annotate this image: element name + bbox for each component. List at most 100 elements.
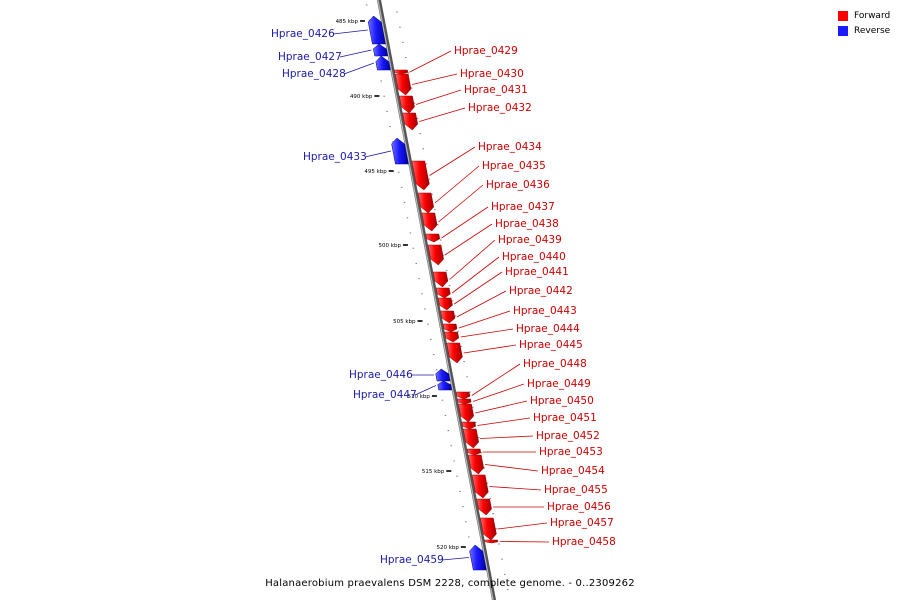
gene-label[interactable]: Hprae_0428 bbox=[282, 68, 346, 80]
leader-line bbox=[444, 223, 493, 256]
gene-label[interactable]: Hprae_0435 bbox=[482, 160, 546, 172]
leader-line bbox=[475, 400, 528, 414]
gene-label[interactable]: Hprae_0442 bbox=[509, 285, 573, 297]
leader-line bbox=[414, 385, 437, 396]
gene-label[interactable]: Hprae_0453 bbox=[539, 446, 603, 458]
gene-hprae-0455[interactable] bbox=[471, 474, 489, 499]
gene-label[interactable]: Hprae_0447 bbox=[353, 389, 417, 401]
gene-label[interactable]: Hprae_0454 bbox=[541, 465, 605, 477]
gene-hprae-0446[interactable] bbox=[435, 368, 451, 382]
gene-hprae-0456[interactable] bbox=[476, 498, 492, 516]
gene-hprae-0454[interactable] bbox=[467, 454, 484, 475]
gene-label[interactable]: Hprae_0452 bbox=[536, 430, 600, 442]
gene-hprae-0448[interactable] bbox=[455, 391, 471, 400]
gene-label[interactable]: Hprae_0457 bbox=[550, 517, 614, 529]
gene-hprae-0437[interactable] bbox=[425, 233, 441, 243]
axis-line bbox=[376, 0, 497, 600]
leader-line bbox=[489, 486, 542, 491]
gene-hprae-0453[interactable] bbox=[466, 448, 482, 456]
gene-hprae-0447[interactable] bbox=[437, 380, 453, 391]
gene-hprae-0429[interactable] bbox=[394, 69, 409, 75]
leader-line bbox=[456, 290, 507, 318]
gene-label[interactable]: Hprae_0451 bbox=[533, 412, 597, 424]
leader-line bbox=[332, 29, 368, 35]
leader-line bbox=[415, 89, 462, 105]
gene-label[interactable]: Hprae_0459 bbox=[380, 554, 444, 566]
gene-label[interactable]: Hprae_0431 bbox=[464, 84, 528, 96]
tick-label: 520 kbp bbox=[436, 545, 459, 551]
gene-hprae-0442[interactable] bbox=[440, 310, 456, 324]
gene-label[interactable]: Hprae_0436 bbox=[486, 179, 550, 191]
gene-hprae-0433[interactable] bbox=[391, 137, 409, 165]
leader-line bbox=[343, 62, 375, 75]
legend-reverse-label: Reverse bbox=[854, 25, 891, 36]
gene-hprae-0432[interactable] bbox=[402, 112, 418, 131]
gene-hprae-0451[interactable] bbox=[461, 421, 476, 430]
leader-line bbox=[472, 383, 525, 402]
legend-reverse: Reverse bbox=[838, 23, 890, 38]
gene-hprae-0450[interactable] bbox=[458, 403, 474, 423]
gene-label[interactable]: Hprae_0426 bbox=[271, 28, 335, 40]
gene-label[interactable]: Hprae_0429 bbox=[454, 45, 518, 57]
tick-label: 505 kbp bbox=[393, 319, 416, 325]
gene-label[interactable]: Hprae_0444 bbox=[516, 323, 580, 335]
legend-forward-label: Forward bbox=[854, 10, 891, 21]
gene-label[interactable]: Hprae_0448 bbox=[523, 358, 587, 370]
gene-hprae-0428[interactable] bbox=[375, 55, 391, 71]
gene-hprae-0457[interactable] bbox=[479, 517, 497, 541]
gene-label[interactable]: Hprae_0432 bbox=[468, 102, 532, 114]
leader-line bbox=[339, 49, 372, 58]
gene-hprae-0435[interactable] bbox=[417, 192, 434, 214]
gene-hprae-0439[interactable] bbox=[432, 271, 449, 288]
tick-label: 490 kbp bbox=[350, 94, 373, 100]
tick-label: 510 kbp bbox=[407, 394, 430, 400]
gene-hprae-0445[interactable] bbox=[446, 342, 463, 364]
leader-line bbox=[480, 435, 534, 439]
gene-label[interactable]: Hprae_0450 bbox=[530, 395, 594, 407]
leader-line bbox=[441, 206, 489, 239]
gene-hprae-0444[interactable] bbox=[444, 331, 460, 343]
gene-label[interactable]: Hprae_0445 bbox=[519, 339, 583, 351]
gene-features bbox=[367, 15, 499, 571]
gene-label[interactable]: Hprae_0430 bbox=[460, 68, 524, 80]
leader-line bbox=[434, 165, 480, 204]
gene-hprae-0452[interactable] bbox=[462, 428, 479, 449]
gene-label[interactable]: Hprae_0434 bbox=[478, 141, 542, 153]
gene-label[interactable]: Hprae_0456 bbox=[547, 501, 611, 513]
gene-hprae-0431[interactable] bbox=[399, 95, 415, 114]
gene-label[interactable]: Hprae_0440 bbox=[502, 251, 566, 263]
gene-hprae-0430[interactable] bbox=[394, 73, 412, 96]
gene-label[interactable]: Hprae_0441 bbox=[505, 266, 569, 278]
gene-labels: Hprae_0426 Hprae_0427 Hprae_0428 Hprae_0429… bbox=[271, 28, 616, 566]
leader-line bbox=[419, 107, 466, 122]
leader-line bbox=[485, 464, 539, 472]
gene-label[interactable]: Hprae_0438 bbox=[495, 218, 559, 230]
gene-hprae-0427[interactable] bbox=[373, 43, 389, 57]
axis-highlight bbox=[377, 0, 494, 600]
gene-hprae-0459[interactable] bbox=[469, 544, 487, 571]
gene-label[interactable]: Hprae_0437 bbox=[491, 201, 555, 213]
gene-label[interactable]: Hprae_0449 bbox=[527, 378, 591, 390]
forward-swatch bbox=[838, 10, 848, 21]
gene-hprae-0458[interactable] bbox=[484, 539, 499, 544]
gene-label[interactable]: Hprae_0427 bbox=[278, 51, 342, 63]
gene-label[interactable]: Hprae_0446 bbox=[349, 369, 413, 381]
gene-hprae-0441[interactable] bbox=[437, 297, 453, 311]
gene-hprae-0434[interactable] bbox=[411, 160, 430, 191]
gene-hprae-0438[interactable] bbox=[427, 244, 444, 266]
gene-label[interactable]: Hprae_0443 bbox=[513, 305, 577, 317]
gene-label[interactable]: Hprae_0458 bbox=[552, 536, 616, 548]
gene-hprae-0443[interactable] bbox=[442, 323, 458, 333]
gene-label[interactable]: Hprae_0433 bbox=[303, 151, 367, 163]
gene-label[interactable]: Hprae_0455 bbox=[544, 484, 608, 496]
tick-label: 500 kbp bbox=[379, 243, 402, 249]
leader-line bbox=[364, 150, 391, 158]
gene-hprae-0449[interactable] bbox=[457, 398, 472, 405]
leader-line bbox=[463, 344, 517, 354]
leader-line bbox=[499, 541, 550, 543]
gene-label[interactable]: Hprae_0439 bbox=[498, 234, 562, 246]
leader-line bbox=[471, 363, 521, 396]
gene-hprae-0436[interactable] bbox=[421, 212, 438, 232]
gene-hprae-0440[interactable] bbox=[435, 287, 451, 299]
genome-axis bbox=[376, 0, 497, 600]
